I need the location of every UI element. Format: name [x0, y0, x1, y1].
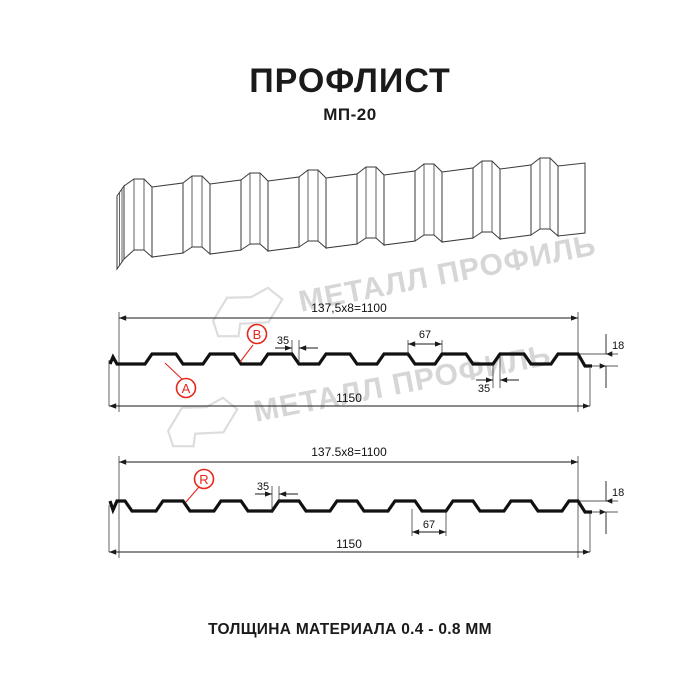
callout-label-r: R — [199, 472, 208, 487]
dimension-top-r: 137.5x8=1100 — [119, 445, 578, 465]
dimension-crest-a: 35 — [275, 335, 318, 364]
dimension-height-r: 18 — [578, 481, 624, 534]
corrugation-ribs — [123, 157, 586, 261]
dimension-label-trough-a: 67 — [419, 329, 431, 341]
page-subtitle: МП-20 — [323, 105, 376, 124]
footer: ТОЛЩИНА МАТЕРИАЛА 0.4 - 0.8 ММ — [208, 621, 492, 638]
watermark-logo-icon — [211, 286, 284, 338]
dimension-crest-r: 35 — [255, 481, 298, 513]
isometric-sheet-view — [116, 157, 586, 271]
dimension-label-crest-r: 35 — [257, 481, 269, 493]
dimension-label-top-r: 137.5x8=1100 — [311, 445, 387, 459]
sheet-edge-thickness — [116, 184, 125, 271]
extension-lines-a — [108, 312, 591, 412]
callout-marker-r: R — [185, 468, 215, 503]
material-thickness-label: ТОЛЩИНА МАТЕРИАЛА 0.4 - 0.8 ММ — [208, 621, 492, 638]
section-drawing-a: 137,5x8=1100 1150 35 67 — [108, 301, 624, 412]
dimension-top-a: 137,5x8=1100 — [119, 301, 578, 321]
callout-marker-a: A — [164, 362, 197, 399]
dimension-height-a: 18 — [578, 334, 624, 388]
dimension-label-bottom-a: 1150 — [336, 391, 362, 405]
dimension-trough-a: 67 — [407, 329, 443, 357]
header: ПРОФЛИСТ МП-20 — [249, 62, 451, 124]
callout-label-a: A — [182, 381, 191, 396]
callout-label-b: B — [253, 327, 262, 342]
dimension-bottom-a: 1150 — [109, 391, 590, 409]
dimension-label-height-a: 18 — [612, 340, 624, 352]
dimension-label-crest-a: 35 — [277, 335, 289, 347]
dimension-label-crest2-a: 35 — [478, 383, 490, 395]
profile-outline-r — [108, 499, 592, 515]
page-title: ПРОФЛИСТ — [249, 62, 451, 100]
dimension-bottom-r: 1150 — [109, 537, 590, 555]
section-drawing-r: 137.5x8=1100 1150 35 67 — [108, 445, 624, 558]
dimension-label-top-a: 137,5x8=1100 — [311, 301, 387, 315]
dimension-trough-r: 67 — [411, 509, 447, 536]
dimension-label-bottom-r: 1150 — [336, 537, 362, 551]
extension-lines-r — [108, 456, 591, 558]
profile-outline-a — [108, 352, 592, 368]
dimension-label-height-r: 18 — [612, 487, 624, 499]
callout-marker-b: B — [239, 323, 268, 363]
dimension-label-trough-r: 67 — [423, 519, 435, 531]
dimension-crest2-a: 35 — [476, 356, 519, 395]
